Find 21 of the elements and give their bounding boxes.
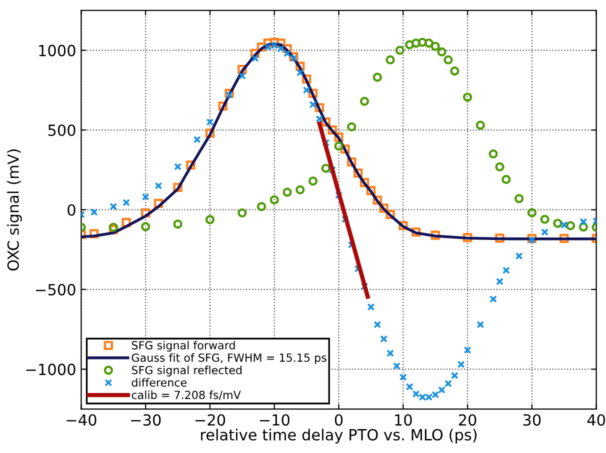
x-tick-label: 30 [523,414,541,426]
legend-label: SFG signal forward [132,340,235,352]
y-tick-label: −1000 [26,364,76,376]
x-axis-title: relative time delay PTO vs. MLO (ps) [201,428,477,444]
x-tick-label: −30 [131,414,161,426]
x-tick-label: −40 [66,414,96,426]
y-axis-title: OXC signal (mV) [7,149,22,270]
x-tick-label: 0 [334,414,343,426]
y-tick-label: 0 [68,204,76,216]
x-tick-label: 40 [587,414,606,426]
legend-label: difference [132,378,187,387]
legend-label: Gauss fit of SFG, FWHM = 15.15 ps [132,353,326,364]
x-tick-label: −20 [195,414,226,426]
x-tick-label: −10 [260,414,290,426]
y-tick-label: −500 [36,284,76,296]
x-tick-label: 10 [395,414,412,426]
legend-label: SFG signal reflected [132,366,242,376]
y-tick-label: 1000 [39,44,76,56]
legend-label: calib = 7.208 fs/mV [132,390,241,400]
x-tick-label: 20 [458,414,476,426]
y-tick-label: 500 [48,124,76,136]
